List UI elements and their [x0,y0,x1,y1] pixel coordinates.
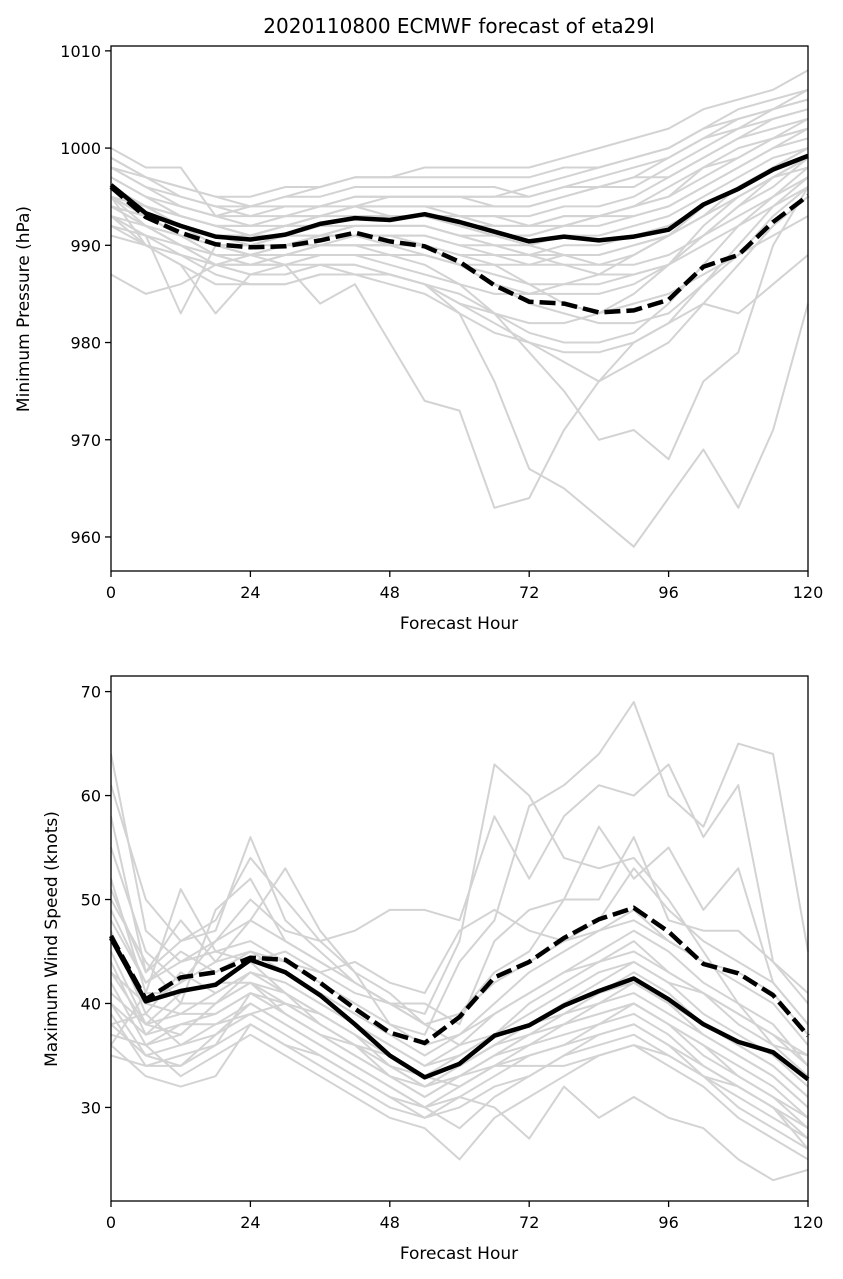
y-tick-label: 990 [70,236,101,255]
x-tick-label: 0 [106,1213,116,1232]
wind-series-line-26 [110,971,809,1129]
pressure-mean-lines [109,153,810,315]
wind-y-axis-label: Maximum Wind Speed (knots) [42,811,62,1067]
pressure-series-line-9 [110,147,809,256]
x-tick-label: 24 [240,583,260,602]
y-tick-label: 1000 [60,139,101,158]
pressure-y-axis-label: Minimum Pressure (hPa) [14,206,34,412]
pressure-series-line-23 [110,215,809,315]
wind-series-line-23 [110,940,809,1067]
y-tick-label: 50 [81,891,101,910]
x-tick-label: 24 [240,1213,260,1232]
pressure-series-line-5 [110,108,809,218]
x-tick-label: 72 [519,1213,539,1232]
pressure-series-line-30 [110,98,809,218]
pressure-series-line-2 [110,69,809,218]
x-tick-label: 48 [380,1213,400,1232]
wind-series-line-27 [110,981,809,1140]
pressure-series-line-8 [110,137,809,247]
wind-mean-lines [109,905,810,1082]
x-tick-label: 48 [380,583,400,602]
pressure-ticks: 0 24 48 72 96 120 960 970 980 990 1000 1010 [60,42,823,602]
pressure-series-line-27 [110,195,809,548]
pressure-series-line-3 [110,88,809,198]
wind-x-axis-label: Forecast Hour [400,1244,518,1264]
y-tick-label: 960 [70,528,101,547]
pressure-ensemble-lines [110,69,809,548]
pressure-series-line-19 [110,127,809,237]
chart-title: 2020110800 ECMWF forecast of eta29l [263,14,654,38]
x-tick-label: 0 [106,583,116,602]
pressure-series-line-7 [110,127,809,237]
pressure-series-line-1 [109,185,810,315]
y-tick-label: 70 [81,683,101,702]
pressure-panel: 0 24 48 72 96 120 960 970 980 990 1000 1010 2020110… [14,14,823,634]
wind-series-line-18 [110,1033,809,1161]
pressure-series-line-31 [110,88,809,237]
pressure-series-line-20 [110,147,809,256]
x-tick-label: 96 [658,583,678,602]
pressure-series-line-26 [110,186,809,509]
pressure-series-line-6 [110,117,809,227]
pressure-x-axis-label: Forecast Hour [400,614,518,634]
y-tick-label: 970 [70,431,101,450]
wind-series-line-4 [110,701,809,1036]
pressure-series-line-29 [110,176,809,325]
pressure-series-line-14 [110,156,809,325]
wind-ensemble-lines [110,701,809,1182]
pressure-series-line-18 [110,156,809,266]
wind-panel: 0 24 48 72 96 120 30 40 50 60 70 Forecast Hour Max… [42,675,824,1264]
wind-series-line-19 [110,1023,809,1182]
pressure-axes-frame [110,45,809,572]
x-tick-label: 120 [793,583,824,602]
wind-series-line-28 [110,856,809,1057]
wind-series-line-1 [109,905,810,1046]
wind-axes-frame [110,675,809,1202]
y-tick-label: 1010 [60,42,101,61]
wind-ticks: 0 24 48 72 96 120 30 40 50 60 70 [81,683,824,1232]
y-tick-label: 40 [81,994,101,1013]
pressure-series-line-17 [110,195,809,383]
pressure-series-line-32 [110,127,809,227]
wind-series-line-6 [110,825,809,1026]
pressure-series-line-0 [109,153,809,244]
wind-series-line-5 [110,763,809,1005]
y-tick-label: 980 [70,334,101,353]
x-tick-label: 72 [519,583,539,602]
pressure-series-line-28 [110,186,809,461]
y-tick-label: 60 [81,787,101,806]
pressure-series-line-4 [110,98,809,208]
wind-series-line-25 [110,992,809,1109]
y-tick-label: 30 [81,1098,101,1117]
wind-series-line-0 [109,936,810,1082]
x-tick-label: 120 [793,1213,824,1232]
wind-series-line-17 [110,1002,809,1150]
x-tick-label: 96 [658,1213,678,1232]
